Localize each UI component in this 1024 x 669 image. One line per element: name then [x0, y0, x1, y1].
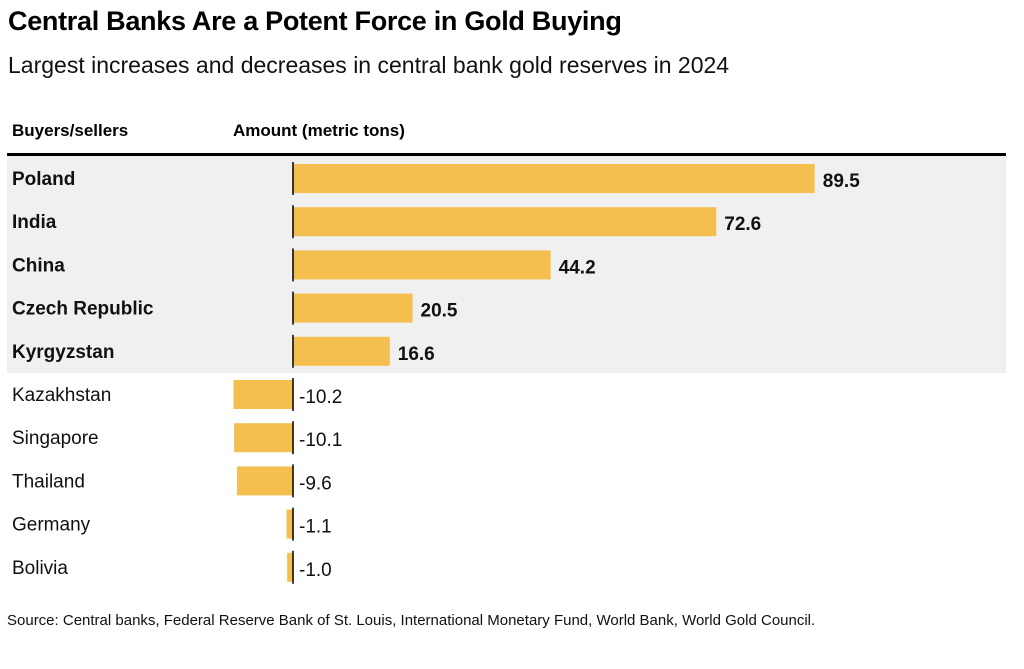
category-label: China — [12, 255, 65, 276]
value-label: 44.2 — [559, 257, 596, 278]
value-label: 72.6 — [724, 214, 761, 235]
category-label: Kazakhstan — [12, 385, 111, 406]
column-header-amount: Amount (metric tons) — [233, 121, 405, 140]
chart-subtitle: Largest increases and decreases in centr… — [8, 52, 730, 78]
column-header-buyers-sellers: Buyers/sellers — [12, 121, 129, 140]
chart-title: Central Banks Are a Potent Force in Gold… — [8, 6, 622, 36]
source-note: Source: Central banks, Federal Reserve B… — [7, 612, 816, 629]
category-label: Bolivia — [12, 558, 68, 579]
bar-kyrgyzstan — [293, 336, 390, 366]
category-label: Czech Republic — [12, 299, 154, 320]
bar-india — [293, 207, 717, 237]
category-label: India — [12, 212, 57, 233]
category-label: Singapore — [12, 428, 99, 449]
bar-poland — [293, 164, 815, 193]
category-label: Germany — [12, 515, 91, 536]
bar-china — [293, 250, 551, 280]
category-label: Thailand — [12, 471, 85, 492]
value-label: 20.5 — [421, 301, 458, 322]
value-label: -10.1 — [299, 430, 342, 451]
value-label: -1.1 — [299, 517, 332, 538]
header-rule — [7, 153, 1006, 156]
bar-singapore — [234, 423, 293, 453]
bar-thailand — [237, 466, 293, 496]
value-label: -9.6 — [299, 473, 332, 494]
bar-germany — [286, 509, 293, 539]
value-label: 16.6 — [398, 344, 435, 365]
bar-kazakhstan — [233, 380, 293, 409]
bar-czech-republic — [293, 293, 413, 323]
category-label: Kyrgyzstan — [12, 342, 114, 363]
value-label: -1.0 — [299, 560, 332, 581]
value-label: 89.5 — [823, 171, 860, 192]
category-label: Poland — [12, 169, 75, 190]
bar-bolivia — [287, 552, 293, 582]
value-label: -10.2 — [299, 387, 342, 408]
